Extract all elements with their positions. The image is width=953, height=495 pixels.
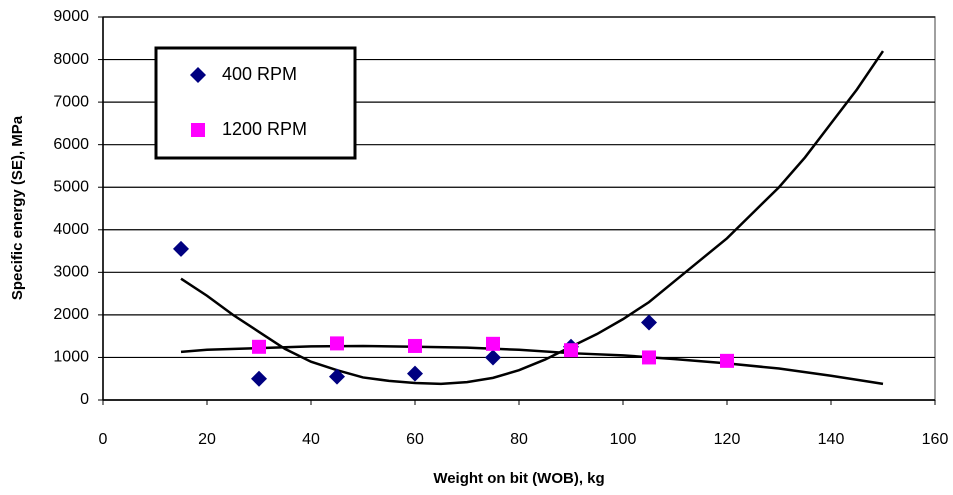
diamond-marker	[485, 349, 501, 366]
square-marker	[191, 123, 205, 137]
diamond-marker	[641, 314, 657, 331]
y-tick-label: 6000	[53, 136, 89, 153]
y-tick-label: 0	[80, 391, 89, 408]
x-tick-label: 140	[818, 431, 845, 448]
diamond-marker	[190, 67, 206, 83]
y-tick-label: 7000	[53, 93, 89, 110]
legend-box	[154, 46, 357, 160]
y-tick-label: 4000	[53, 221, 89, 238]
trendline	[180, 344, 884, 386]
y-tick-label: 1000	[53, 349, 89, 366]
square-marker	[720, 353, 734, 368]
x-tick-label: 60	[406, 431, 424, 448]
y-tick-label: 2000	[53, 306, 89, 323]
y-tick-label: 5000	[53, 178, 89, 195]
square-marker	[564, 343, 578, 358]
x-tick-label: 40	[302, 431, 320, 448]
trendline	[180, 50, 885, 386]
x-tick-label: 80	[510, 431, 528, 448]
square-marker	[330, 336, 344, 351]
legend-label: 400 RPM	[222, 64, 297, 84]
x-tick-label: 0	[99, 431, 108, 448]
x-tick-label: 20	[198, 431, 216, 448]
x-tick-label: 100	[610, 431, 637, 448]
diamond-marker	[329, 368, 345, 385]
square-marker	[252, 339, 266, 354]
square-marker	[486, 336, 500, 351]
diamond-marker	[407, 365, 423, 382]
y-axis-title: Specific energy (SE), MPa	[9, 115, 26, 300]
legend-label: 1200 RPM	[222, 119, 307, 139]
diamond-marker	[173, 240, 189, 257]
square-marker	[642, 350, 656, 365]
y-tick-label: 3000	[53, 264, 89, 281]
y-tick-label: 9000	[53, 8, 89, 25]
y-tick-label: 8000	[53, 51, 89, 68]
x-axis-title: Weight on bit (WOB), kg	[433, 470, 604, 487]
diamond-marker	[251, 370, 267, 387]
x-tick-label: 120	[714, 431, 741, 448]
x-tick-label: 160	[922, 431, 949, 448]
square-marker	[408, 338, 422, 353]
